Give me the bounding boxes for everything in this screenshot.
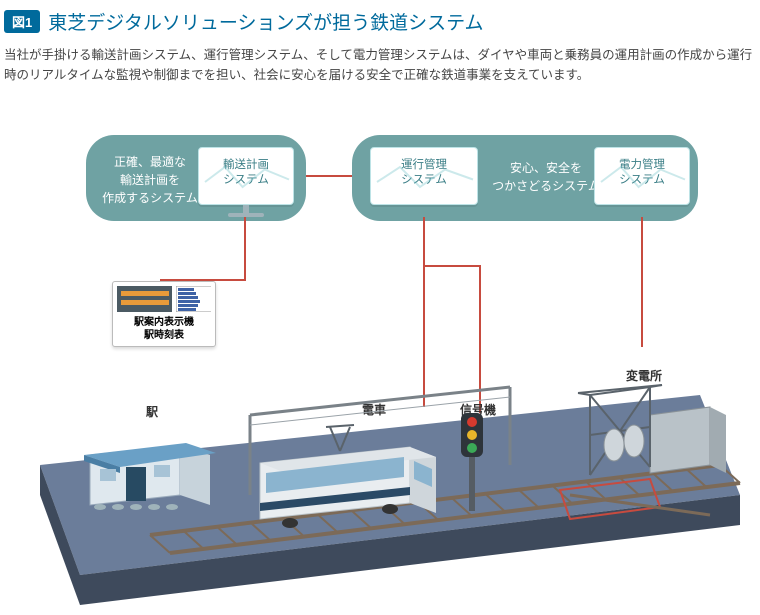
monitor-stand-1a bbox=[243, 205, 249, 213]
system-power-chart-icon bbox=[599, 152, 687, 202]
monitor-stand-1b bbox=[228, 213, 264, 217]
figure-badge: 図1 bbox=[4, 10, 40, 33]
system-transport: 輸送計画システム bbox=[198, 147, 294, 205]
diagram-canvas: 正確、最適な輸送計画を作成するシステム 安心、安全をつかさどるシステム 輸送計画… bbox=[0, 105, 760, 582]
departure-board-icon bbox=[117, 286, 172, 312]
figure-title: 東芝デジタルソリューションズが担う鉄道システム bbox=[48, 8, 483, 35]
timetable-chart-icon bbox=[176, 286, 211, 312]
isometric-scene bbox=[0, 315, 760, 615]
system-power: 電力管理システム bbox=[594, 147, 690, 205]
pod-right-label: 安心、安全をつかさどるシステム bbox=[490, 159, 602, 195]
figure-description: 当社が手掛ける輸送計画システム、運行管理システム、そして電力管理システムは、ダイ… bbox=[0, 39, 760, 85]
system-operation-chart-icon bbox=[375, 152, 475, 202]
pod-left-label: 正確、最適な輸送計画を作成するシステム bbox=[102, 153, 198, 207]
figure-header: 図1 東芝デジタルソリューションズが担う鉄道システム bbox=[0, 0, 760, 39]
system-transport-chart-icon bbox=[203, 152, 291, 202]
system-operation: 運行管理システム bbox=[370, 147, 478, 205]
